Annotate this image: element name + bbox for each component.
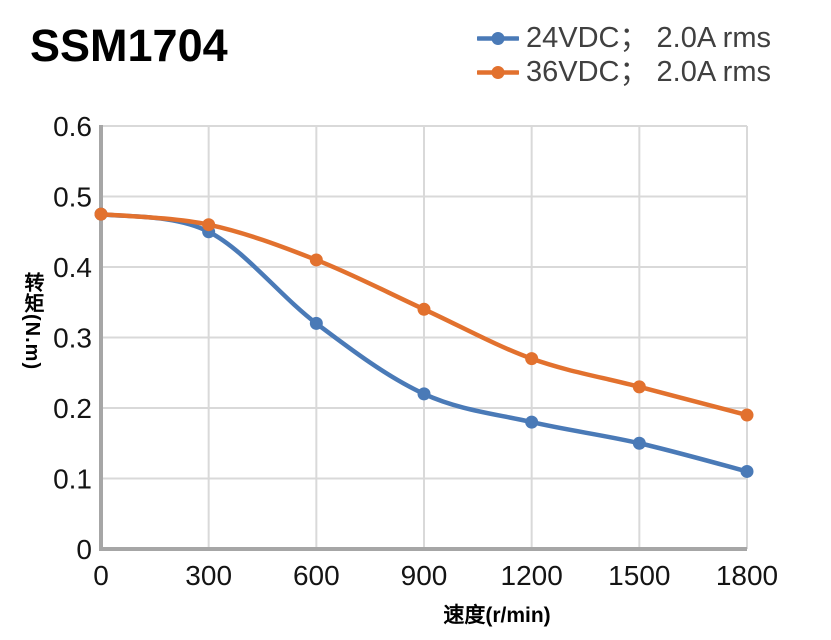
data-point-marker (525, 352, 539, 366)
x-tick-label: 0 (93, 560, 109, 591)
legend-label-24vdc: 24VDC； 2.0A rms (526, 22, 771, 54)
line-dot-marker-icon (475, 64, 521, 81)
y-tick-label: 0.5 (53, 182, 92, 213)
y-tick-label: 0.3 (53, 323, 92, 354)
y-tick-label: 0.2 (53, 393, 92, 424)
legend-label-36vdc: 36VDC； 2.0A rms (526, 56, 771, 88)
data-point-marker (94, 207, 108, 221)
data-point-marker (309, 316, 323, 330)
data-point-marker (740, 464, 754, 478)
legend-item-36vdc: 36VDC； 2.0A rms (475, 56, 771, 89)
y-tick-label: 0.1 (53, 464, 92, 495)
data-point-marker (525, 415, 539, 429)
chart-legend: 24VDC； 2.0A rms 36VDC； 2.0A rms (475, 22, 771, 89)
data-point-marker (417, 302, 431, 316)
y-tick-label: 0.4 (53, 252, 92, 283)
x-tick-label: 900 (401, 560, 448, 591)
data-point-marker (632, 380, 646, 394)
data-point-marker (417, 387, 431, 401)
data-point-marker (632, 436, 646, 450)
data-point-marker (202, 218, 216, 232)
y-tick-label: 0 (76, 534, 92, 565)
x-tick-label: 1200 (501, 560, 563, 591)
x-tick-label: 600 (293, 560, 340, 591)
x-tick-label: 300 (185, 560, 232, 591)
page-title: SSM1704 (30, 20, 228, 71)
x-tick-label: 1800 (716, 560, 778, 591)
data-point-marker (740, 408, 754, 422)
data-point-marker (309, 253, 323, 267)
x-axis-title: 速度(r/min) (443, 604, 551, 627)
line-dot-marker-icon (475, 30, 521, 47)
legend-item-24vdc: 24VDC； 2.0A rms (475, 22, 771, 55)
y-axis-title: 转矩(N.m) (21, 272, 43, 371)
x-tick-label: 1500 (608, 560, 670, 591)
y-tick-label: 0.6 (53, 111, 92, 142)
